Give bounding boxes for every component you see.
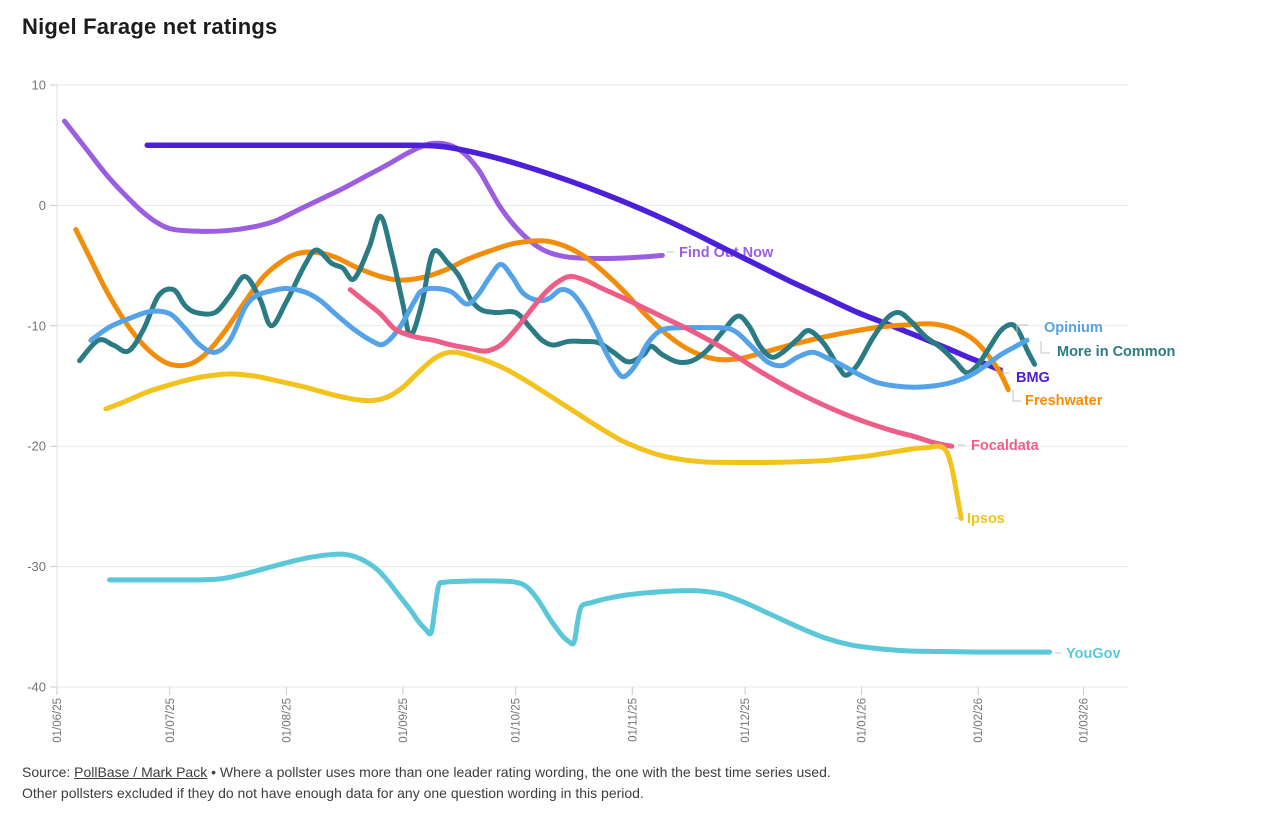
series-label-find-out-now: Find Out Now [679, 245, 774, 261]
x-axis-label: 01/07/25 [165, 698, 177, 743]
source-prefix: Source: [22, 764, 75, 780]
y-axis-label: 10 [32, 78, 46, 93]
y-axis-label: -30 [27, 559, 46, 574]
x-axis-label: 01/10/25 [511, 698, 523, 743]
x-axis-label: 01/11/25 [627, 698, 639, 742]
x-axis-label: 01/03/26 [1078, 698, 1090, 743]
series-line-bmg [144, 142, 1004, 374]
x-axis-label: 01/01/26 [857, 698, 869, 743]
series-line-more-in-common [77, 213, 1038, 378]
chart-title: Nigel Farage net ratings [22, 14, 278, 39]
y-axis-label: -20 [27, 439, 46, 454]
series-line-yougov [107, 551, 1053, 655]
series-label-freshwater: Freshwater [1025, 393, 1103, 409]
series-line-freshwater [73, 226, 1011, 393]
series-line-focaldata [347, 273, 955, 449]
x-axis-label: 01/02/26 [973, 698, 985, 743]
label-connector-more-in-common [1040, 341, 1050, 354]
series-line-ipsos [103, 349, 964, 521]
source-link[interactable]: PollBase / Mark Pack [74, 764, 208, 780]
series-label-ipsos: Ipsos [967, 511, 1005, 527]
series-label-bmg: BMG [1016, 370, 1050, 386]
label-connector-freshwater [1012, 389, 1021, 402]
source-line2: Other pollsters excluded if they do not … [22, 785, 644, 801]
x-axis-label: 01/09/25 [398, 698, 410, 743]
source-text: • Where a pollster uses more than one le… [207, 764, 831, 780]
line-chart: 10 0 -10 -20 -30 -40 01/06/25 01/07/25 01/08/25 0… [27, 78, 1175, 743]
source-note: Source: PollBase / Mark Pack • Where a p… [22, 762, 1262, 804]
label-connector-opinium [1016, 324, 1028, 334]
x-axis-label: 01/12/25 [740, 698, 752, 743]
y-axis-label: -40 [27, 680, 46, 695]
y-axis-label: 0 [39, 198, 46, 213]
series-label-opinium: Opinium [1044, 320, 1103, 336]
series-line-opinium [88, 261, 1030, 390]
series-label-focaldata: Focaldata [971, 438, 1040, 454]
x-axis-label: 01/08/25 [281, 698, 293, 743]
y-axis-label: -10 [27, 318, 46, 333]
series-line-find-out-now [62, 118, 665, 262]
label-connector-bmg [1002, 366, 1009, 374]
x-axis-label: 01/06/25 [52, 698, 64, 743]
series-label-yougov: YouGov [1066, 646, 1121, 662]
series-label-more-in-common: More in Common [1057, 344, 1175, 360]
